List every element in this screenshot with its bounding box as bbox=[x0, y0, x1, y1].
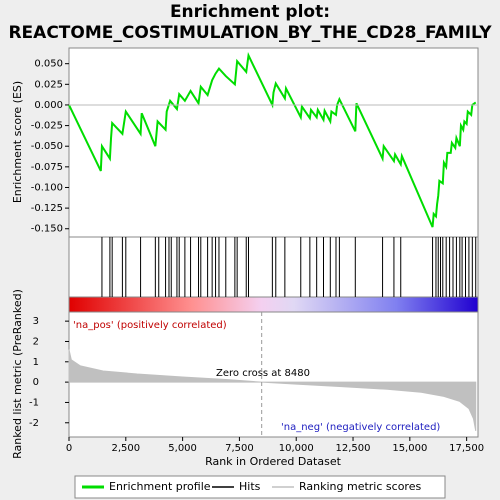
x-tick-label: 12,500 bbox=[336, 443, 371, 454]
y-tick-label: -0.025 bbox=[31, 121, 63, 132]
x-axis-label: Rank in Ordered Dataset bbox=[205, 455, 342, 468]
hits-panel bbox=[68, 236, 479, 298]
y-tick-label: 0.025 bbox=[34, 79, 63, 90]
x-tick-label: 15,000 bbox=[392, 443, 427, 454]
y2-axis-label: Ranked list metric (PreRanked) bbox=[11, 289, 24, 459]
y2-tick-label: 2 bbox=[33, 336, 39, 347]
y-tick-label: 0.050 bbox=[34, 59, 63, 70]
x-tick-label: 7,500 bbox=[225, 443, 254, 454]
y-tick-label: 0.000 bbox=[34, 100, 63, 111]
x-tick-label: 0 bbox=[66, 443, 72, 454]
y-axis-label: Enrichment score (ES) bbox=[11, 81, 24, 203]
x-tick-label: 17,500 bbox=[449, 443, 484, 454]
annotation: 'na_neg' (negatively correlated) bbox=[281, 422, 440, 433]
y-tick-label: -0.050 bbox=[31, 141, 63, 152]
annotation: Zero cross at 8480 bbox=[216, 368, 310, 379]
ranking-metric-area bbox=[68, 349, 477, 431]
legend-label: Hits bbox=[239, 480, 261, 493]
y-tick-label: -0.125 bbox=[31, 203, 63, 214]
y-tick-label: -0.075 bbox=[31, 162, 63, 173]
y2-tick-label: 3 bbox=[33, 316, 39, 327]
y2-tick-label: -1 bbox=[29, 397, 39, 408]
color-band bbox=[68, 296, 479, 313]
legend-label: Enrichment profile bbox=[109, 480, 211, 493]
chart-title: REACTOME_COSTIMULATION_BY_THE_CD28_FAMIL… bbox=[8, 23, 492, 43]
y-tick-label: -0.100 bbox=[31, 182, 63, 193]
legend-label: Ranking metric scores bbox=[299, 480, 421, 493]
legend bbox=[74, 475, 446, 499]
x-tick-label: 10,000 bbox=[279, 443, 314, 454]
y2-tick-label: 1 bbox=[33, 357, 39, 368]
y2-tick-label: -2 bbox=[29, 418, 39, 429]
annotation: 'na_pos' (positively correlated) bbox=[73, 320, 227, 331]
y2-tick-label: 0 bbox=[33, 377, 39, 388]
y-tick-label: -0.150 bbox=[31, 224, 63, 235]
enrichment-line bbox=[68, 52, 477, 228]
x-tick-label: 2,500 bbox=[111, 443, 140, 454]
chart-title: Enrichment plot: bbox=[170, 2, 330, 22]
x-tick-label: 5,000 bbox=[168, 443, 197, 454]
es-panel bbox=[68, 47, 479, 238]
